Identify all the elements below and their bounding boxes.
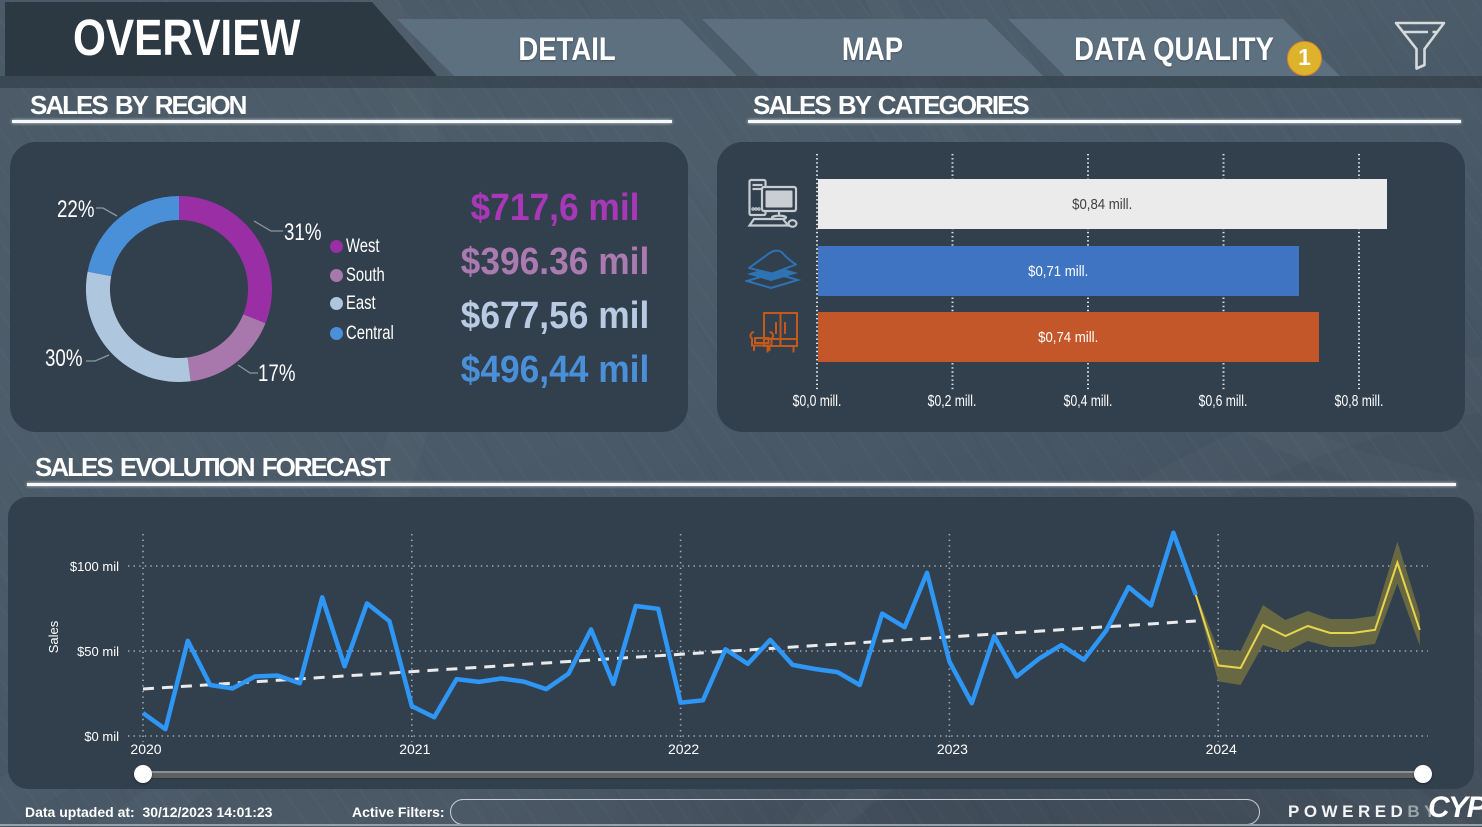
svg-text:Sales: Sales (46, 620, 61, 653)
svg-text:$50 mil: $50 mil (77, 644, 119, 659)
svg-text:2020: 2020 (130, 741, 161, 757)
svg-text:2022: 2022 (668, 741, 699, 757)
svg-text:$0 mil: $0 mil (84, 729, 119, 744)
svg-text:2024: 2024 (1206, 741, 1237, 757)
svg-text:2023: 2023 (937, 741, 968, 757)
svg-text:2021: 2021 (399, 741, 430, 757)
svg-text:$100 mil: $100 mil (70, 559, 119, 574)
